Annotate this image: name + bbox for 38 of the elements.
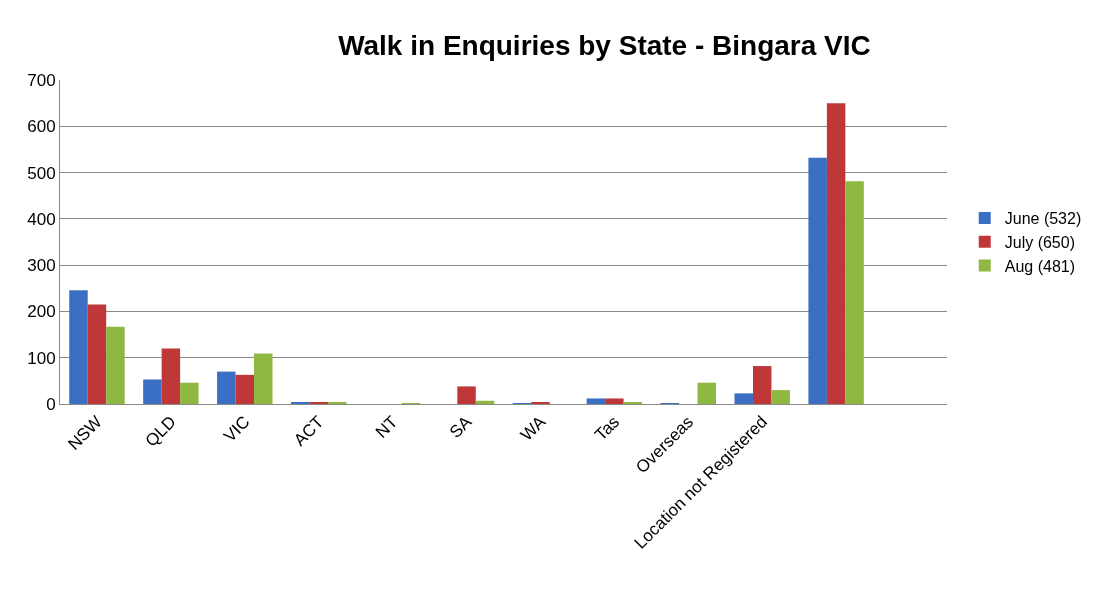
x-tick-label: QLD bbox=[141, 412, 180, 451]
bar bbox=[845, 181, 864, 404]
x-tick-label: SA bbox=[445, 411, 476, 442]
bar bbox=[697, 382, 717, 404]
bar bbox=[605, 398, 624, 404]
bar bbox=[217, 371, 236, 404]
legend-label: June (532) bbox=[1004, 210, 1082, 228]
bar bbox=[161, 348, 181, 404]
x-tick-label: Tas bbox=[591, 412, 624, 445]
y-tick-label: 700 bbox=[27, 70, 56, 90]
bar bbox=[106, 326, 125, 404]
bar bbox=[734, 393, 753, 404]
bar bbox=[254, 353, 273, 404]
bar bbox=[752, 366, 772, 404]
bar bbox=[586, 398, 606, 404]
bar bbox=[180, 382, 199, 404]
bar bbox=[235, 374, 255, 404]
y-tick-label: 300 bbox=[27, 256, 56, 276]
y-tick-label: 500 bbox=[27, 163, 56, 183]
x-tick-label: NT bbox=[372, 412, 402, 442]
bar bbox=[808, 157, 827, 404]
legend-label: July (650) bbox=[1004, 233, 1075, 251]
bar bbox=[69, 290, 88, 404]
bar bbox=[475, 400, 495, 404]
y-tick-label: 400 bbox=[27, 209, 56, 229]
chart-title: Walk in Enquiries by State - Bingara VIC bbox=[338, 30, 871, 62]
bar bbox=[826, 103, 846, 404]
y-tick-label: 200 bbox=[27, 302, 56, 322]
bar bbox=[457, 386, 476, 404]
x-tick-label: WA bbox=[516, 411, 550, 445]
legend-label: Aug (481) bbox=[1004, 257, 1076, 275]
y-tick-label: 0 bbox=[46, 394, 56, 414]
x-tick-label: VIC bbox=[220, 412, 254, 446]
y-tick-label: 600 bbox=[27, 117, 56, 137]
y-tick-label: 100 bbox=[27, 348, 56, 368]
bar bbox=[143, 379, 162, 404]
bar bbox=[771, 390, 790, 404]
bar bbox=[87, 304, 107, 404]
